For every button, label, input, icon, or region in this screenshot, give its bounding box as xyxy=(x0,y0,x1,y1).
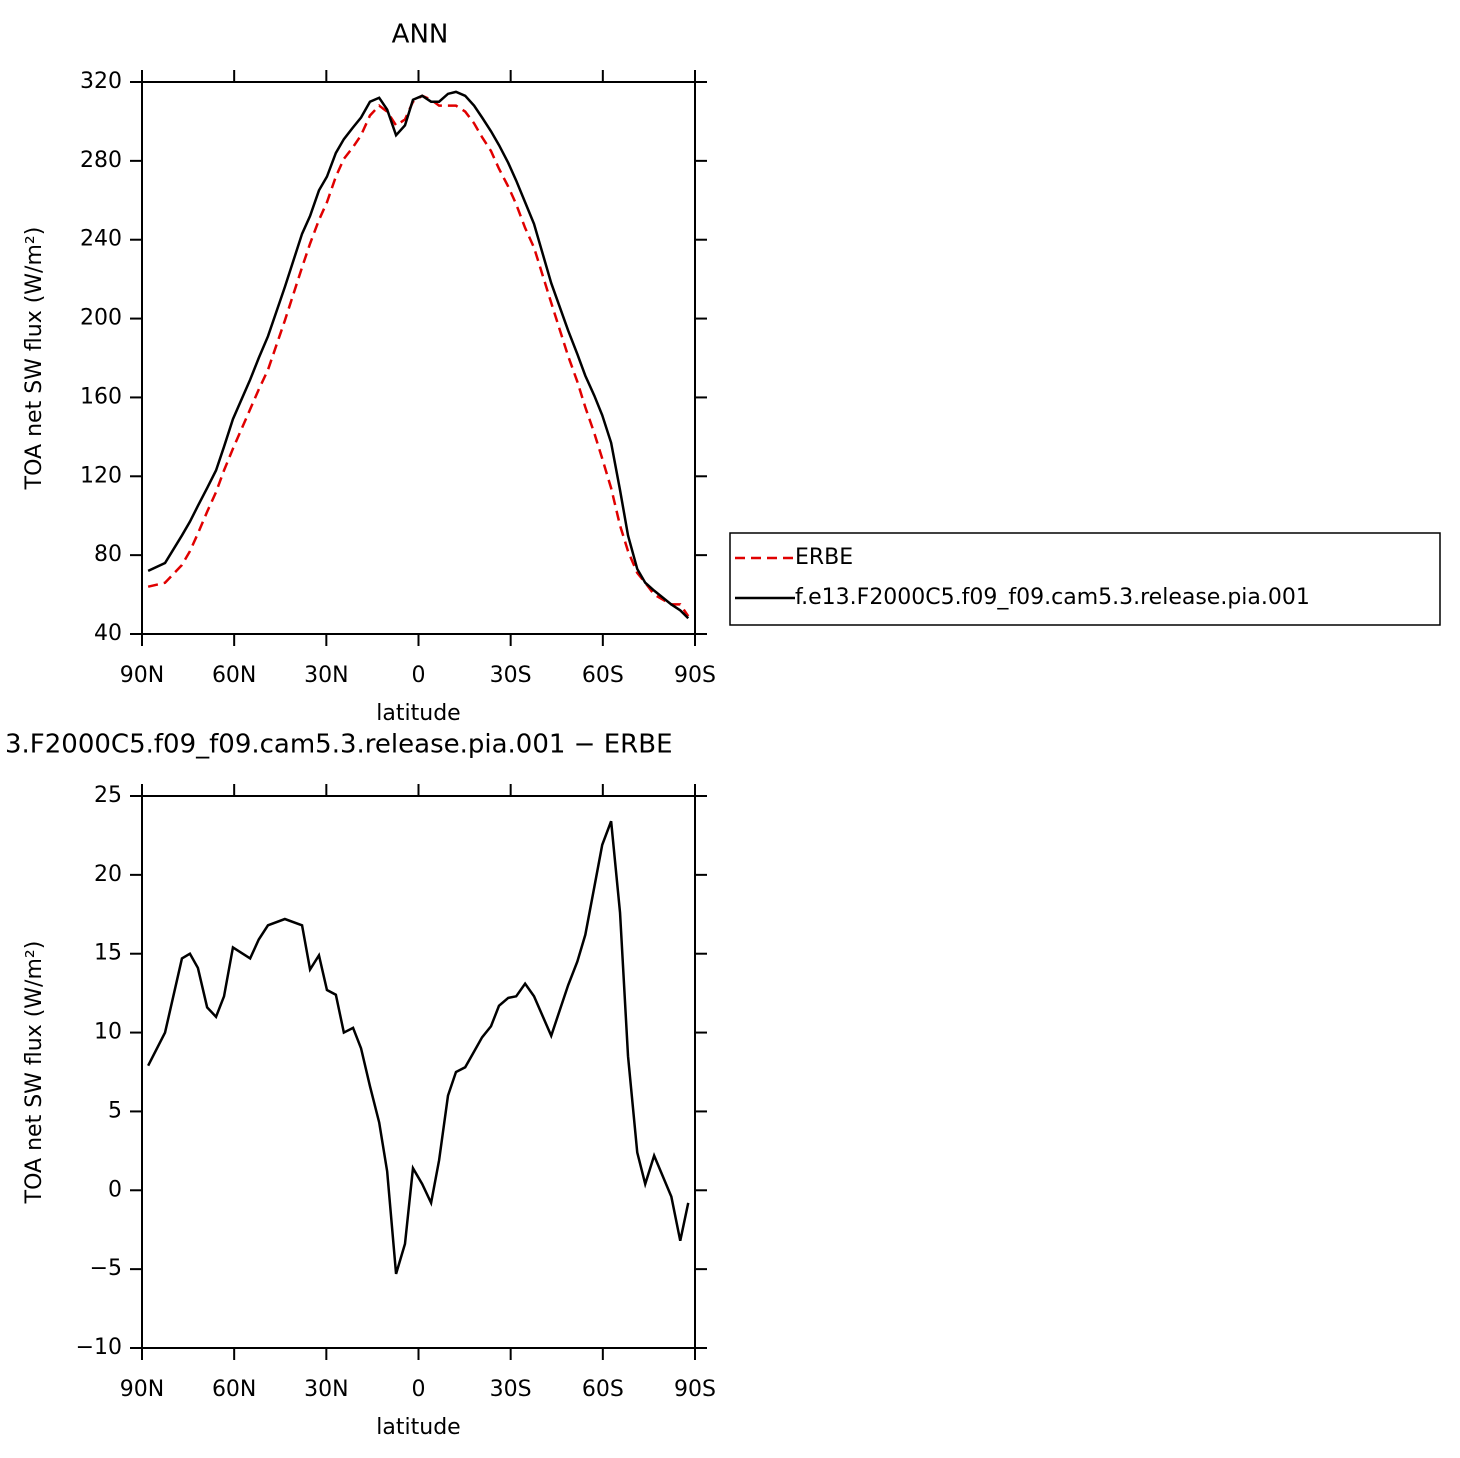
legend-box xyxy=(729,532,1441,626)
y-tick-label: 240 xyxy=(80,227,122,252)
y-axis-label: TOA net SW flux (W/m²) xyxy=(22,941,47,1205)
y-tick-label: 160 xyxy=(80,384,122,409)
y-tick-label: 80 xyxy=(94,542,122,567)
x-tick-label: 30N xyxy=(304,1377,348,1402)
y-tick-label: 5 xyxy=(108,1098,122,1123)
x-tick-label: 60S xyxy=(582,1377,624,1402)
y-tick-label: 25 xyxy=(94,783,122,808)
y-tick-label: 40 xyxy=(94,621,122,646)
y-tick-label: 20 xyxy=(94,862,122,887)
y-tick-label: 320 xyxy=(80,69,122,94)
x-tick-label: 30N xyxy=(304,663,348,688)
x-tick-label: 30S xyxy=(490,1377,532,1402)
y-tick-label: 15 xyxy=(94,941,122,966)
plot-frame xyxy=(141,81,696,635)
legend-label: ERBE xyxy=(795,545,853,570)
y-tick-label: 10 xyxy=(94,1020,122,1045)
y-tick-label: −5 xyxy=(90,1256,122,1281)
x-tick-label: 90S xyxy=(674,1377,716,1402)
y-tick-label: 120 xyxy=(80,463,122,488)
x-axis-label: latitude xyxy=(376,701,460,726)
x-tick-label: 60N xyxy=(212,1377,256,1402)
y-tick-label: 0 xyxy=(108,1177,122,1202)
x-tick-label: 30S xyxy=(490,663,532,688)
x-tick-label: 60N xyxy=(212,663,256,688)
chart-title: ANN xyxy=(392,20,449,50)
x-axis-label: latitude xyxy=(376,1415,460,1440)
chart-title: 3.F2000C5.f09_f09.cam5.3.release.pia.001… xyxy=(5,730,673,760)
x-tick-label: 0 xyxy=(412,1377,426,1402)
y-tick-label: 280 xyxy=(80,148,122,173)
legend-label: f.e13.F2000C5.f09_f09.cam5.3.release.pia… xyxy=(795,585,1310,610)
data-line xyxy=(147,94,690,617)
y-axis-label: TOA net SW flux (W/m²) xyxy=(22,227,47,491)
x-tick-label: 60S xyxy=(582,663,624,688)
x-tick-label: 0 xyxy=(412,663,426,688)
plot-frame xyxy=(141,795,696,1349)
data-line xyxy=(147,90,690,620)
x-tick-label: 90S xyxy=(674,663,716,688)
data-line xyxy=(147,820,690,1275)
x-tick-label: 90N xyxy=(120,663,164,688)
x-tick-label: 90N xyxy=(120,1377,164,1402)
y-tick-label: −10 xyxy=(76,1335,122,1360)
y-tick-label: 200 xyxy=(80,306,122,331)
